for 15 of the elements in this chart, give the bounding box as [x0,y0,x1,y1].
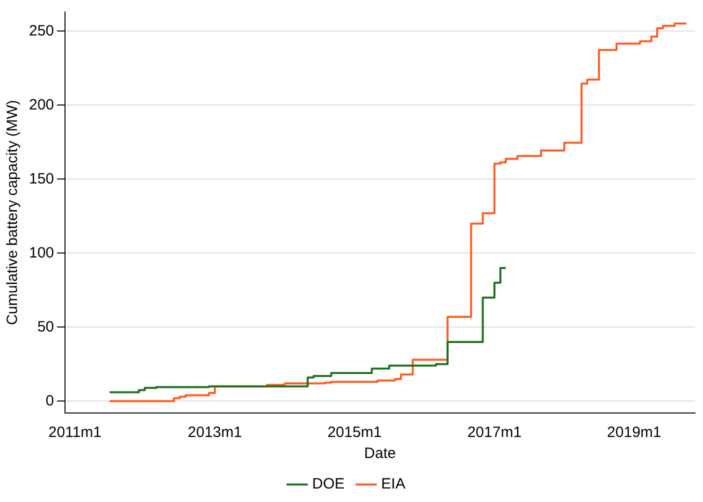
x-tick-label: 2015m1 [327,424,382,442]
x-axis-title: Date [364,445,396,462]
legend-label: DOE [312,476,345,493]
y-tick-label: 100 [28,244,54,262]
y-tick-label: 0 [46,392,54,410]
x-tick-label: 2013m1 [188,424,242,442]
y-axis-title: Cumulative battery capacity (MW) [4,100,22,326]
x-tick-label: 2019m1 [607,424,662,442]
y-tick-label: 200 [28,96,54,114]
x-tick-label: 2017m1 [467,424,522,442]
y-tick-label: 150 [28,170,54,188]
x-tick-label: 2011m1 [48,424,102,442]
y-tick-label: 50 [37,318,54,336]
legend-label: EIA [381,476,406,493]
y-tick-label: 250 [28,22,54,40]
